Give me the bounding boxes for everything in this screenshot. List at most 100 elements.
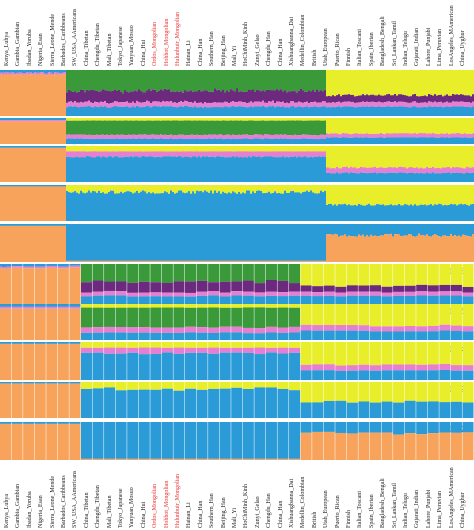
panel-a-k0-bar-segment <box>144 70 146 93</box>
panel-a-k4-bar-segment <box>384 233 386 262</box>
panel-a-k0-bar-segment <box>16 72 18 75</box>
panel-a-k0-bar-segment <box>244 106 246 116</box>
panel-b-k3-population-segment <box>289 390 301 418</box>
panel-a-k2-bar-segment <box>60 147 62 182</box>
panel-a-k1-bar-segment <box>134 134 136 139</box>
panel-a-k2-bar-segment <box>106 151 108 158</box>
panel-a-k0-bar-segment <box>84 101 86 107</box>
panel-a-k3-bar-segment <box>462 204 464 221</box>
panel-a-k4-bar-segment <box>262 260 264 262</box>
panel-b-k2-population-segment <box>80 352 92 380</box>
panel-a-k2-bar-segment <box>336 146 338 167</box>
panel-a-k4-bar-segment <box>326 234 328 262</box>
panel-a-k1-bar-segment <box>228 118 230 121</box>
panel-a-k0-bar-segment <box>328 102 330 108</box>
panel-a-k4-bar-segment <box>142 224 144 261</box>
panel-a-k2-bar-segment <box>0 147 2 182</box>
panel-a-k3-bar-segment <box>334 204 336 221</box>
panel-a-k1-bar-segment <box>386 118 388 134</box>
panel-a-k2-bar-segment <box>356 168 358 174</box>
panel-a-k2-bar-segment <box>458 167 460 173</box>
panel-a-k4-bar-segment <box>8 224 10 226</box>
panel-a-k2-bar-segment <box>446 146 448 168</box>
panel-a-k1-bar-segment <box>136 120 138 136</box>
panel-a-k3-bar-segment <box>64 185 66 187</box>
panel-a-k3-bar-segment <box>118 193 120 221</box>
panel-a-k4-bar-segment <box>50 225 52 262</box>
panel-a-k4-bar-segment <box>206 224 208 261</box>
panel-a-k1-bar-segment <box>316 118 318 121</box>
panel-a-k3-bar-segment <box>236 193 238 221</box>
panel-a-k0-bar-segment <box>196 103 198 108</box>
panel-a-k2-bar-segment <box>164 151 166 157</box>
panel-a-k2-bar-segment <box>274 146 276 152</box>
panel-a-k3-bar-segment <box>226 185 228 194</box>
panel-a-k4-bar-segment <box>368 236 370 262</box>
panel-a-k1-bar-segment <box>206 120 208 136</box>
panel-a-k0-bar-segment <box>158 70 160 91</box>
panel-a-k4-bar-segment <box>82 224 84 261</box>
panel-a-k3-bar-segment <box>220 193 222 221</box>
panel-a-k3-bar-segment <box>6 186 8 221</box>
panel-a-k1-bar-segment <box>308 120 310 135</box>
panel-a-k1-bar-segment <box>312 138 314 144</box>
panel-a-k0-bar-segment <box>188 106 190 116</box>
panel-a-k3-bar-segment <box>34 185 36 187</box>
panel-b-k3-population-segment <box>323 400 335 418</box>
panel-a-k3-bar-segment <box>444 204 446 221</box>
panel-a-k0-bar-segment <box>386 94 388 102</box>
panel-a-k2-bar-segment <box>266 156 268 182</box>
panel-b-k1-population-segment <box>196 307 208 328</box>
panel-a-k4-bar-segment <box>192 260 194 262</box>
panel-a-k2-bar-segment <box>86 151 88 157</box>
panel-a-k1-bar-segment <box>412 133 414 138</box>
panel-a-k2-bar-segment <box>290 146 292 152</box>
panel-a-k3-bar-segment <box>264 185 266 194</box>
panel-a-k2-bar-segment <box>82 157 84 182</box>
panel-a-k0-bar-segment <box>166 106 168 116</box>
panel-a-k1-bar-segment <box>16 120 18 122</box>
panel-a-k2-bar-segment <box>126 146 128 152</box>
panel-a-k2-bar-segment <box>374 172 376 182</box>
panel-a-k2-bar-segment <box>32 147 34 182</box>
panel-a-k2-bar-segment <box>12 146 14 148</box>
panel-b-k1-population-segment <box>138 307 150 328</box>
panel-a-k0-bar-segment <box>460 101 462 107</box>
panel-a-k0-bar-segment <box>314 70 316 92</box>
panel-a-k0-bar-segment <box>388 93 390 102</box>
panel-b-k3-population-segment <box>404 400 416 418</box>
panel-b-k0-population-segment <box>242 264 254 281</box>
panel-a-k2-bar-segment <box>304 156 306 182</box>
panel-a-k1-bar-segment <box>90 134 92 139</box>
panel-b-k2-population-segment <box>335 365 347 371</box>
panel-a-k4-bar-segment <box>336 234 338 262</box>
panel-a-k0-bar-segment <box>272 100 274 106</box>
panel-a-k1-bar-segment <box>168 120 170 136</box>
panel-b-k1-population-segment <box>23 304 35 307</box>
panel-a-k1-bar-segment <box>382 118 384 134</box>
panel-a-k0-bar-segment <box>440 106 442 116</box>
panel-a-k1-bar-segment <box>220 118 222 121</box>
panel-a-k1-bar-segment <box>278 120 280 135</box>
panel-b-k2-population-segment <box>416 364 428 371</box>
panel-a-k2-bar-segment <box>294 156 296 182</box>
panel-a-k1-bar-segment <box>400 118 402 134</box>
panel-a-k0-bar-segment <box>186 101 188 107</box>
panel-a-k0-bar-segment <box>232 90 234 102</box>
panel-a-k1-bar-segment <box>70 134 72 139</box>
panel-a-k0-bar-segment <box>142 102 144 107</box>
panel-a-k1-bar-segment <box>198 135 200 139</box>
panel-b-k2-population-segment <box>92 342 104 348</box>
panel-a-k3-bar-segment <box>46 186 48 221</box>
panel-a-k0-bar-segment <box>156 70 158 92</box>
panel-a-k3-bar-segment <box>184 185 186 194</box>
panel-a-k2-bar-segment <box>208 146 210 152</box>
panel-a-k1-bar-segment <box>160 138 162 144</box>
panel-b-k2-population-segment <box>138 354 150 380</box>
panel-a-k3-bar-segment <box>110 185 112 191</box>
panel-a-k1-bar-segment <box>208 134 210 139</box>
panel-a-k1-bar-segment <box>248 135 250 139</box>
panel-a-k0-bar-segment <box>386 101 388 107</box>
panel-b-k2-population-segment <box>173 347 185 354</box>
panel-a-k3-bar-segment <box>360 185 362 205</box>
